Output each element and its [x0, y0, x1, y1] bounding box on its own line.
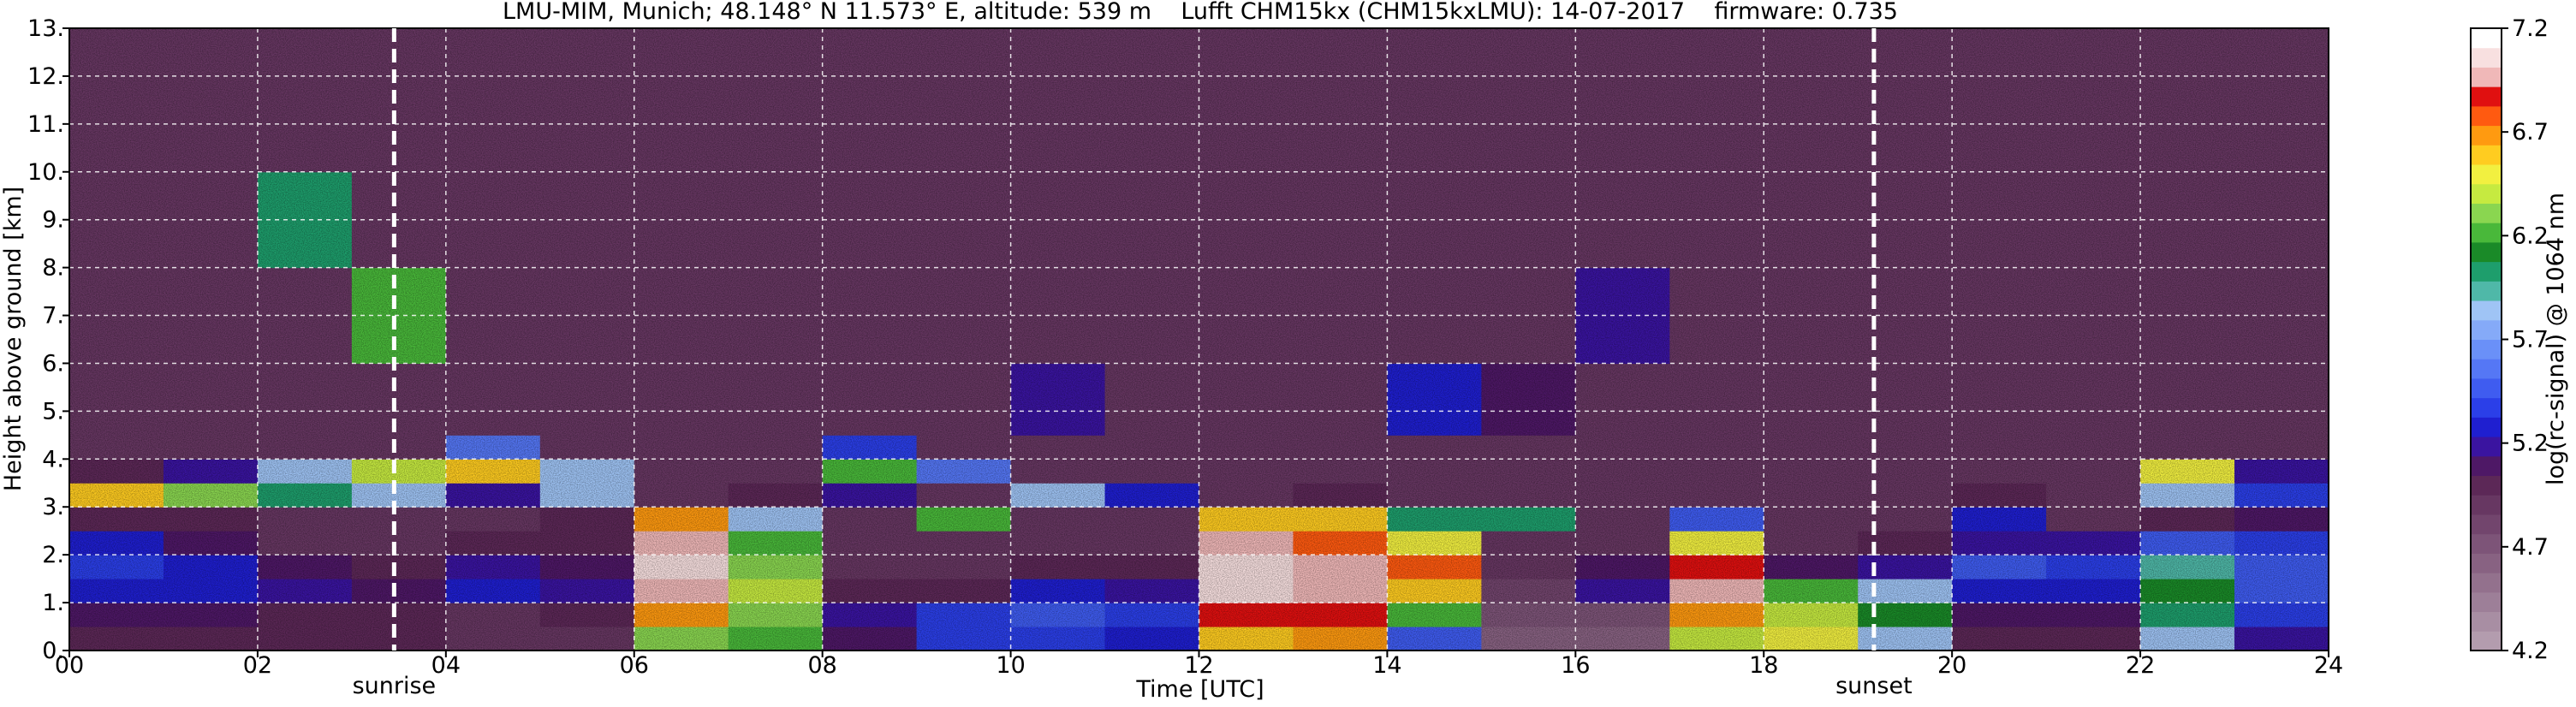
y-tick-label: 11. — [27, 111, 64, 138]
y-tick-label: 13. — [27, 15, 64, 42]
colorbar-segment — [2471, 145, 2502, 165]
colorbar-segment — [2471, 241, 2502, 263]
x-tick-label: 06 — [620, 652, 649, 679]
colorbar-segment — [2471, 475, 2502, 496]
colorbar-segment — [2471, 300, 2502, 321]
colorbar-segment — [2471, 47, 2502, 68]
colorbar-segment — [2471, 203, 2502, 223]
colorbar-segment — [2471, 105, 2502, 127]
colorbar-segment — [2471, 553, 2502, 573]
y-tick-label: 0. — [42, 638, 64, 664]
colorbar-segment — [2471, 611, 2502, 632]
y-tick-label: 4. — [42, 446, 64, 472]
y-tick-label: 12. — [27, 63, 64, 90]
colorbar-segment — [2471, 417, 2502, 437]
x-tick-label: 16 — [1561, 652, 1590, 679]
y-tick-label: 3. — [42, 494, 64, 520]
colorbar-segment — [2471, 377, 2502, 399]
colorbar-segment — [2471, 573, 2502, 593]
colorbar-segment — [2471, 514, 2502, 535]
x-tick-label: 14 — [1372, 652, 1401, 679]
colorbar-segment — [2471, 319, 2502, 340]
x-tick-label: 22 — [2126, 652, 2155, 679]
colorbar-segment — [2471, 455, 2502, 477]
colorbar-segment — [2471, 28, 2502, 49]
colorbar-segment — [2471, 164, 2502, 185]
x-tick-label: 00 — [55, 652, 84, 679]
colorbar-segment — [2471, 183, 2502, 204]
x-tick-label: 20 — [1937, 652, 1966, 679]
x-tick-label: 10 — [996, 652, 1025, 679]
y-tick-label: 10. — [27, 159, 64, 186]
y-tick-label: 7. — [42, 303, 64, 330]
x-tick-label: 18 — [1749, 652, 1778, 679]
x-tick-label: 24 — [2314, 652, 2343, 679]
colorbar-tick-label: 6.7 — [2512, 119, 2549, 146]
colorbar-segment — [2471, 495, 2502, 515]
y-tick-label: 5. — [42, 398, 64, 425]
colorbar-tick-label: 4.7 — [2512, 534, 2549, 561]
colorbar-segment — [2471, 261, 2502, 282]
colorbar-tick-label: 7.2 — [2512, 15, 2549, 42]
colorbar-segment — [2471, 86, 2502, 107]
annotation-label: sunrise — [353, 673, 437, 699]
x-tick-label: 08 — [807, 652, 836, 679]
y-tick-label: 8. — [42, 255, 64, 282]
colorbar-segment — [2471, 591, 2502, 613]
x-axis-label: Time [UTC] — [1135, 676, 1264, 703]
colorbar-segment — [2471, 437, 2502, 457]
colorbar-tick-label: 5.7 — [2512, 327, 2549, 354]
colorbar-segment — [2471, 631, 2502, 651]
colorbar-segment — [2471, 359, 2502, 379]
y-axis-label: Height above ground [km] — [0, 187, 27, 491]
y-tick-label: 9. — [42, 207, 64, 234]
colorbar-segment — [2471, 125, 2502, 146]
x-tick-label: 12 — [1184, 652, 1213, 679]
chart-title: LMU-MIM, Munich; 48.148° N 11.573° E, al… — [503, 0, 1898, 25]
colorbar-tick-label: 4.2 — [2512, 638, 2549, 664]
y-tick-label: 2. — [42, 542, 64, 568]
colorbar-segment — [2471, 339, 2502, 359]
colorbar-tick-label: 6.2 — [2512, 223, 2549, 249]
colorbar-segment — [2471, 281, 2502, 301]
y-tick-label: 6. — [42, 350, 64, 377]
x-tick-label: 04 — [431, 652, 461, 679]
colorbar-segment — [2471, 533, 2502, 554]
colorbar-segment — [2471, 223, 2502, 243]
colorbar — [2471, 28, 2502, 651]
colorbar-tick-label: 5.2 — [2512, 431, 2549, 457]
annotation-label: sunset — [1835, 673, 1913, 699]
x-tick-label: 02 — [243, 652, 272, 679]
colorbar-label: log(rc-signal) @ 1064 nm — [2543, 193, 2569, 485]
y-tick-label: 1. — [42, 590, 64, 616]
colorbar-segment — [2471, 397, 2502, 418]
colorbar-segment — [2471, 67, 2502, 87]
grid — [68, 27, 2329, 651]
